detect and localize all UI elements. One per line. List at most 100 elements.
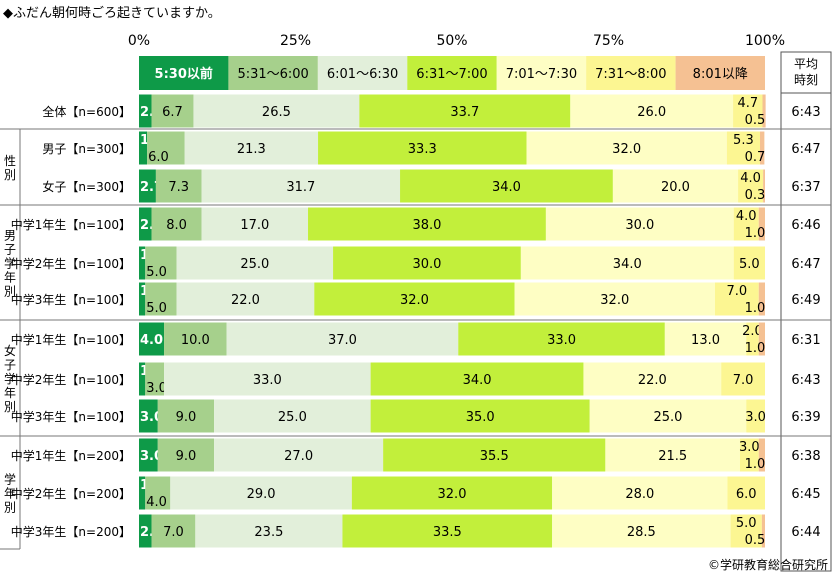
bar-segment <box>746 399 765 433</box>
bar-value-label: 37.0 <box>328 333 357 348</box>
bar-value-label: 26.5 <box>262 105 291 120</box>
bar-segment <box>733 94 763 128</box>
bar-value-label: 7.0 <box>726 284 747 299</box>
bar-value-label: 3.0 <box>146 381 167 396</box>
x-tick-label: 0% <box>128 33 150 49</box>
bar-segment <box>351 476 553 510</box>
row-label: 男子【n=300】 <box>42 142 131 156</box>
legend-swatch <box>407 56 497 90</box>
bar-value-label: 34.0 <box>492 180 521 195</box>
legend-label: 5:30以前 <box>155 66 213 82</box>
bar-value-label: 28.0 <box>625 487 654 502</box>
bar-segment <box>761 514 765 548</box>
avg-header-line2: 時刻 <box>794 73 818 87</box>
bar-segment <box>147 131 185 165</box>
bar-segment <box>139 282 146 316</box>
bar-segment <box>157 399 215 433</box>
bar-value-label: 32.0 <box>612 142 641 157</box>
bar-segment <box>333 246 521 280</box>
bar-value-label: 4.7 <box>737 96 758 111</box>
bar-segment <box>318 131 527 165</box>
group-label-char: 子 <box>4 243 16 257</box>
group-label-char: 別 <box>4 400 16 414</box>
bar-value-label: 5.0 <box>146 265 167 280</box>
bar-segment <box>139 169 156 203</box>
legend-label: 8:01以降 <box>693 67 748 82</box>
bar-segment <box>226 322 459 356</box>
legend-swatch <box>496 56 587 90</box>
legend-swatch <box>317 56 408 90</box>
bar-value-label: 30.0 <box>625 218 654 233</box>
bar-segment <box>193 94 360 128</box>
bar-segment <box>758 282 765 316</box>
bar-segment <box>763 169 765 203</box>
bar-value-label: 33.0 <box>547 333 576 348</box>
avg-time-value: 6:43 <box>791 373 820 388</box>
bar-value-label: 32.0 <box>438 487 467 502</box>
bar-segment <box>589 399 747 433</box>
bar-segment <box>184 131 319 165</box>
bar-segment <box>195 514 343 548</box>
bar-value-label: 6.0 <box>148 150 169 165</box>
group-label-char: 年 <box>4 487 16 501</box>
bar-segment <box>151 94 194 128</box>
bar-segment <box>139 322 165 356</box>
bar-segment <box>164 362 371 396</box>
legend-label: 7:31～8:00 <box>595 67 666 82</box>
bar-value-label: 7.3 <box>168 180 189 195</box>
bar-value-label: 4.0 <box>740 171 761 186</box>
bar-segment <box>733 246 765 280</box>
bar-value-label: 33.7 <box>450 105 479 120</box>
group-label-char: 学 <box>4 371 16 386</box>
bar-segment <box>370 362 584 396</box>
bar-segment <box>214 399 371 433</box>
bar-segment <box>526 131 727 165</box>
bar-segment <box>176 282 315 316</box>
bar-value-label: 31.7 <box>286 180 315 195</box>
bar-value-label: 34.0 <box>613 257 642 272</box>
bar-value-label: 6.0 <box>736 487 757 502</box>
bar-segment <box>520 246 734 280</box>
bar-value-label: 7.0 <box>163 525 184 540</box>
bar-value-label: 1.0 <box>745 301 766 316</box>
group-label-char: 年 <box>4 271 16 285</box>
bar-segment <box>145 476 171 510</box>
bar-segment <box>139 438 158 472</box>
bar-segment <box>458 322 665 356</box>
bar-value-label: 21.5 <box>658 449 687 464</box>
bar-segment <box>746 322 759 356</box>
avg-time-value: 6:49 <box>791 293 820 308</box>
bar-value-label: 32.0 <box>600 293 629 308</box>
avg-time-value: 6:47 <box>791 257 820 272</box>
x-tick-label: 100% <box>745 33 785 49</box>
bar-segment <box>733 207 759 241</box>
bar-segment <box>308 207 546 241</box>
bar-segment <box>139 131 148 165</box>
avg-header-line1: 平均 <box>794 57 818 71</box>
bar-value-label: 0.5 <box>745 533 766 548</box>
row-label: 中学2年生【n=100】 <box>11 256 131 271</box>
bar-value-label: 5.0 <box>736 516 757 531</box>
bar-segment <box>342 514 553 548</box>
avg-time-value: 6:43 <box>791 105 820 120</box>
avg-time-value: 6:38 <box>791 449 820 464</box>
bar-value-label: 6.7 <box>162 105 183 120</box>
bar-value-label: 5.0 <box>739 257 760 272</box>
legend-label: 7:01～7:30 <box>506 67 577 82</box>
avg-time-value: 6:46 <box>791 218 820 233</box>
bar-segment <box>151 514 196 548</box>
bar-segment <box>758 438 765 472</box>
bar-segment <box>359 94 571 128</box>
bar-segment <box>370 399 590 433</box>
bar-segment <box>145 362 165 396</box>
legend-swatch <box>139 56 229 90</box>
bar-value-label: 34.0 <box>463 373 492 388</box>
bar-segment <box>727 476 765 510</box>
bar-value-label: 17.0 <box>240 218 269 233</box>
bar-value-label: 28.5 <box>627 525 656 540</box>
bar-segment <box>552 476 728 510</box>
bar-value-label: 5.0 <box>146 301 167 316</box>
bar-value-label: 38.0 <box>412 218 441 233</box>
bar-value-label: 25.0 <box>278 410 307 425</box>
